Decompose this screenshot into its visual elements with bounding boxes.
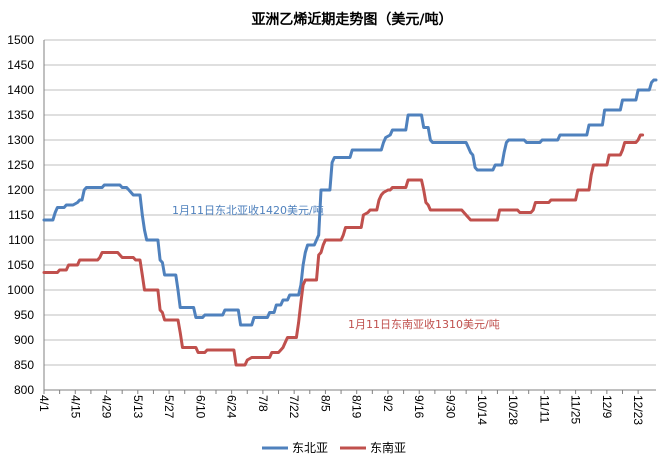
- x-tick-label: 10/14: [475, 395, 489, 425]
- x-tick-label: 11/11: [537, 395, 551, 424]
- x-tick-label: 7/22: [287, 395, 301, 419]
- series-line-northeast-asia: [42, 78, 658, 327]
- y-tick-label: 1050: [7, 258, 34, 272]
- annotation-northeast-asia: 1月11日东北亚收1420美元/吨: [172, 203, 324, 217]
- y-tick-label: 1300: [7, 133, 34, 147]
- x-tick-label: 12/9: [600, 395, 614, 419]
- y-tick-label: 1150: [8, 208, 34, 222]
- x-tick-label: 5/13: [131, 395, 145, 419]
- x-tick-label: 9/30: [444, 395, 458, 419]
- x-tick-label: 4/29: [100, 395, 114, 419]
- y-tick-label: 1350: [7, 108, 34, 122]
- y-tick-label: 950: [14, 308, 34, 322]
- x-tick-label: 8/19: [350, 395, 364, 419]
- x-tick-label: 9/2: [381, 395, 395, 412]
- x-tick-label: 9/16: [412, 395, 426, 419]
- x-axis: 4/1 4/15 4/29 5/13 5/27 6/10 6/24 7/8 7/22 8/5 8/1…: [37, 389, 656, 425]
- legend-label: 东南亚: [370, 440, 406, 455]
- series-line-southeast-asia: [42, 133, 645, 367]
- y-tick-label: 1250: [7, 158, 34, 172]
- legend: 东北亚 东南亚: [262, 440, 406, 455]
- grid: [44, 39, 656, 391]
- y-tick-label: 900: [14, 333, 34, 347]
- annotation-southeast-asia: 1月11日东南亚收1310美元/吨: [348, 317, 500, 331]
- series-lines: [42, 78, 658, 367]
- legend-label: 东北亚: [292, 441, 328, 455]
- x-tick-label: 10/28: [506, 395, 520, 425]
- x-tick-label: 8/5: [318, 395, 332, 412]
- y-tick-label: 1400: [7, 83, 34, 97]
- y-tick-label: 1450: [7, 58, 34, 72]
- y-tick-label: 800: [14, 383, 34, 397]
- x-tick-label: 5/27: [162, 395, 176, 419]
- x-tick-label: 4/15: [68, 395, 82, 419]
- x-tick-label: 12/23: [631, 395, 645, 425]
- y-tick-label: 1000: [7, 283, 34, 297]
- y-axis: 800 850 900 950 1000 1050 1100 1150 1200 1250 1300…: [7, 33, 45, 397]
- y-tick-label: 850: [14, 358, 34, 372]
- x-tick-label: 7/8: [256, 395, 270, 412]
- y-tick-label: 1500: [7, 33, 34, 47]
- x-tick-label: 6/10: [193, 395, 207, 419]
- y-tick-label: 1200: [7, 183, 34, 197]
- x-tick-label: 4/1: [37, 395, 51, 412]
- y-tick-label: 1100: [8, 233, 34, 247]
- x-tick-label: 6/24: [225, 395, 239, 419]
- x-tick-label: 11/25: [569, 395, 583, 424]
- chart-title: 亚洲乙烯近期走势图（美元/吨）: [251, 11, 452, 28]
